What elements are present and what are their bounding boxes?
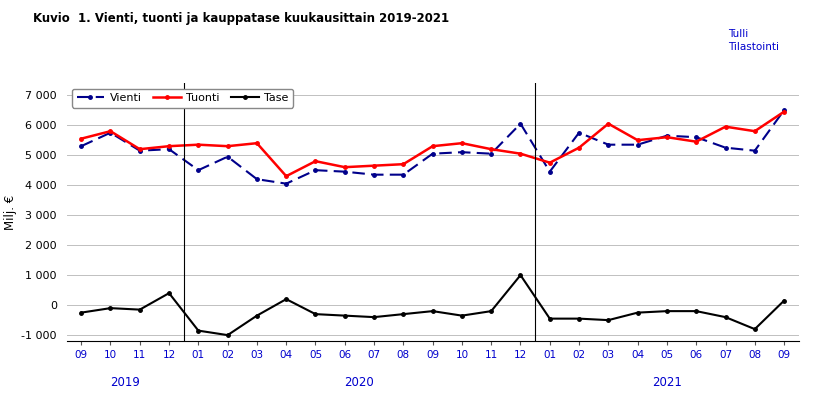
Text: 2019: 2019: [110, 376, 140, 389]
Text: 2020: 2020: [344, 376, 374, 389]
Y-axis label: Milj. €: Milj. €: [4, 195, 17, 230]
Legend: Vienti, Tuonti, Tase: Vienti, Tuonti, Tase: [72, 89, 293, 108]
Text: Tulli
Tilastointi: Tulli Tilastointi: [728, 29, 779, 52]
Text: Kuvio  1. Vienti, tuonti ja kauppatase kuukausittain 2019-2021: Kuvio 1. Vienti, tuonti ja kauppatase ku…: [33, 12, 449, 25]
Text: 2021: 2021: [652, 376, 682, 389]
